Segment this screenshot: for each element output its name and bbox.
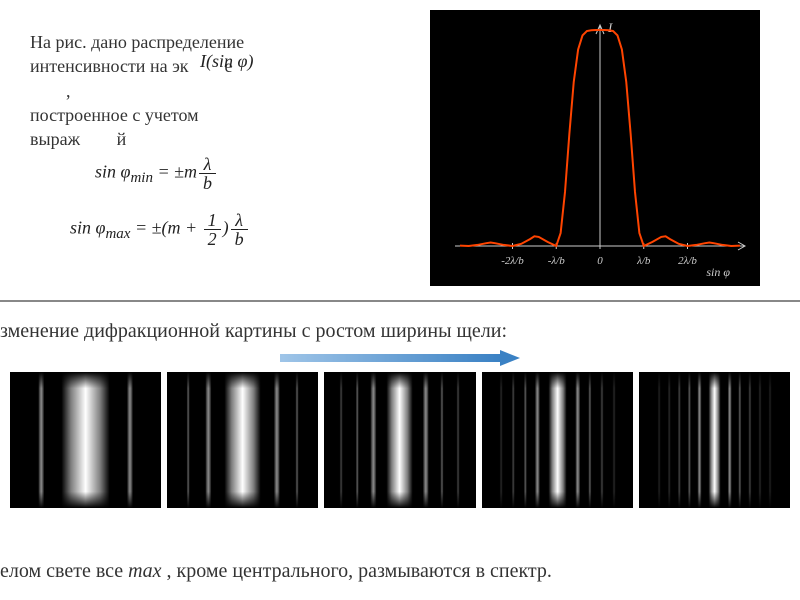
diffraction-pattern [324,372,475,508]
formula-min-eq: = ±m [153,162,197,182]
formula-max-den: b [231,230,248,248]
formula-max-close: ) [223,218,229,238]
top-region: На рис. дано распределение интенсивности… [0,0,800,300]
formula-I: I(sin φ) [200,51,253,72]
formula-max-half-den: 2 [204,230,221,248]
text-line-3: , [66,81,71,101]
bottom-line-pre: елом свете все [0,560,128,582]
formula-I-text: I(sin φ) [200,51,253,71]
bottom-line: елом свете все max , кроме центрального,… [0,560,552,583]
formula-min-lhs: sin φ [95,162,130,182]
diffraction-pattern [10,372,161,508]
text-line-5b: й [117,129,127,149]
svg-text:λ/b: λ/b [636,255,651,267]
slide-root: На рис. дано распределение интенсивности… [0,0,800,600]
formula-max-half-num: 1 [204,211,221,230]
svg-text:2λ/b: 2λ/b [678,255,697,267]
formula-min-sub: min [130,170,153,186]
formula-max-sub: max [105,226,130,242]
svg-text:-2λ/b: -2λ/b [501,255,524,267]
svg-text:-λ/b: -λ/b [548,255,565,267]
text-line-5: выраж [30,129,80,149]
formula-min-num: λ [199,155,216,174]
diffraction-pattern [167,372,318,508]
formula-min: sin φmin = ±mλb [95,155,218,192]
text-line-2a: интенсивности на эк [30,56,189,76]
mid-title: зменение дифракционной картины с ростом … [0,320,507,343]
diffraction-patterns-row [10,372,790,508]
svg-text:0: 0 [597,255,603,267]
text-line-1: На рис. дано распределение [30,32,244,52]
mid-title-text: зменение дифракционной картины с ростом … [0,320,507,342]
formula-max-num: λ [231,211,248,230]
formula-max: sin φmax = ±(m + 12)λb [70,211,250,248]
intensity-graph: Isin φ -2λ/b -λ/b 0 λ/b 2λ/b [430,10,760,286]
svg-text:sin φ: sin φ [706,265,730,279]
diffraction-pattern [639,372,790,508]
description-text: На рис. дано распределение интенсивности… [30,30,400,151]
graph-svg: Isin φ -2λ/b -λ/b 0 λ/b 2λ/b [430,10,760,286]
arrow-svg [280,350,520,366]
formula-max-eq: = ±(m + [130,218,201,238]
diffraction-pattern [482,372,633,508]
text-line-4: построенное с учетом [30,105,199,125]
svg-text:I: I [607,20,613,35]
arrow [280,350,520,366]
formula-max-lhs: sin φ [70,218,105,238]
divider-line [0,300,800,302]
bottom-line-em: max [128,560,161,582]
formula-min-den: b [199,174,216,192]
bottom-line-post: , кроме центрального, размываются в спек… [161,560,551,582]
